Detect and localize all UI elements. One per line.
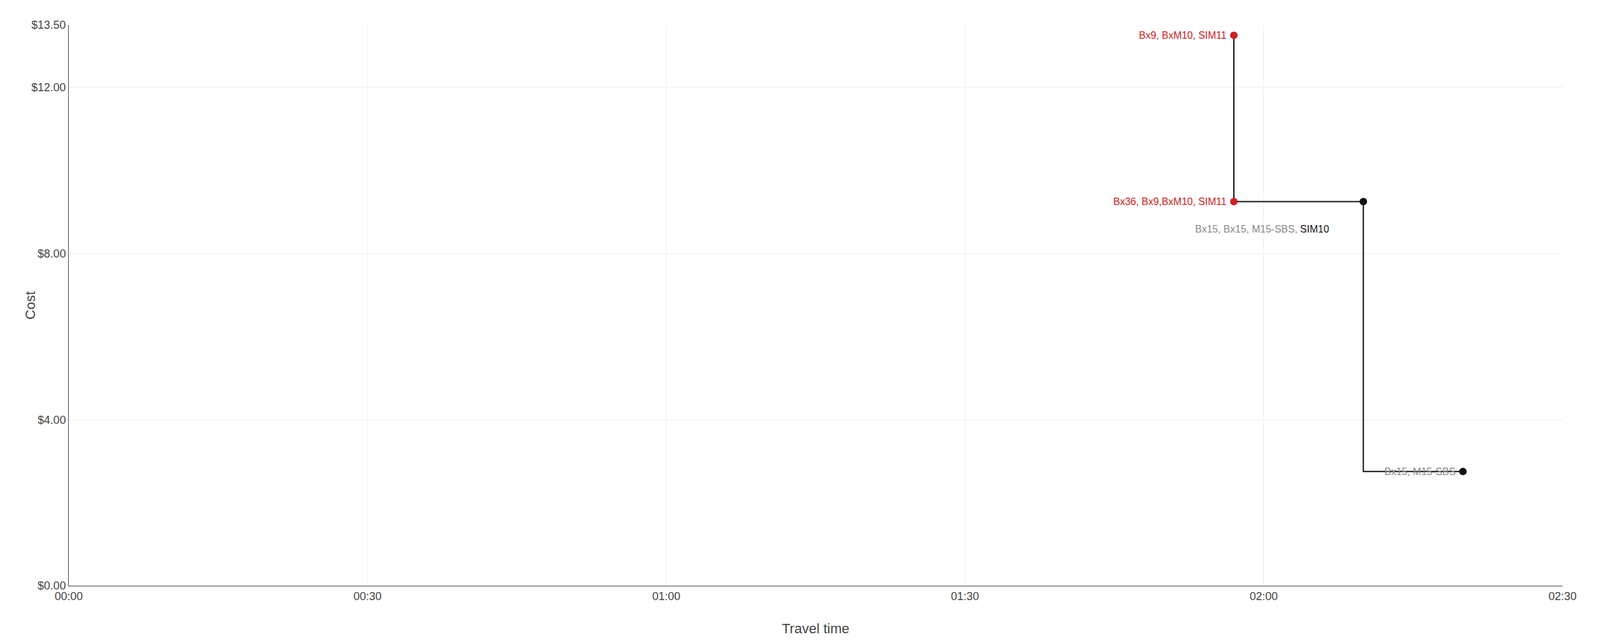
svg-text:01:00: 01:00 (652, 589, 681, 603)
svg-text:Travel time: Travel time (782, 620, 850, 637)
svg-text:$12.00: $12.00 (31, 81, 66, 94)
svg-text:01:30: 01:30 (950, 589, 979, 603)
svg-text:Bx9, BxM10, SIM11: Bx9, BxM10, SIM11 (1138, 29, 1227, 41)
svg-text:$8.00: $8.00 (37, 247, 66, 260)
svg-text:Cost: Cost (22, 291, 39, 320)
svg-text:Bx36, Bx9,BxM10, SIM11: Bx36, Bx9,BxM10, SIM11 (1113, 196, 1227, 207)
svg-text:$13.50: $13.50 (31, 18, 66, 32)
svg-text:02:30: 02:30 (1548, 589, 1577, 603)
svg-text:00:30: 00:30 (353, 589, 382, 603)
svg-text:$4.00: $4.00 (37, 413, 66, 427)
svg-text:Bx15, M15-SBS: Bx15, M15-SBS (1384, 466, 1456, 477)
svg-text:02:00: 02:00 (1249, 589, 1278, 603)
svg-text:00:00: 00:00 (54, 589, 83, 603)
svg-text:$0.00: $0.00 (37, 579, 66, 592)
svg-text:Bx15, Bx15, M15-SBS, SIM10: Bx15, Bx15, M15-SBS, SIM10 (1195, 223, 1329, 235)
